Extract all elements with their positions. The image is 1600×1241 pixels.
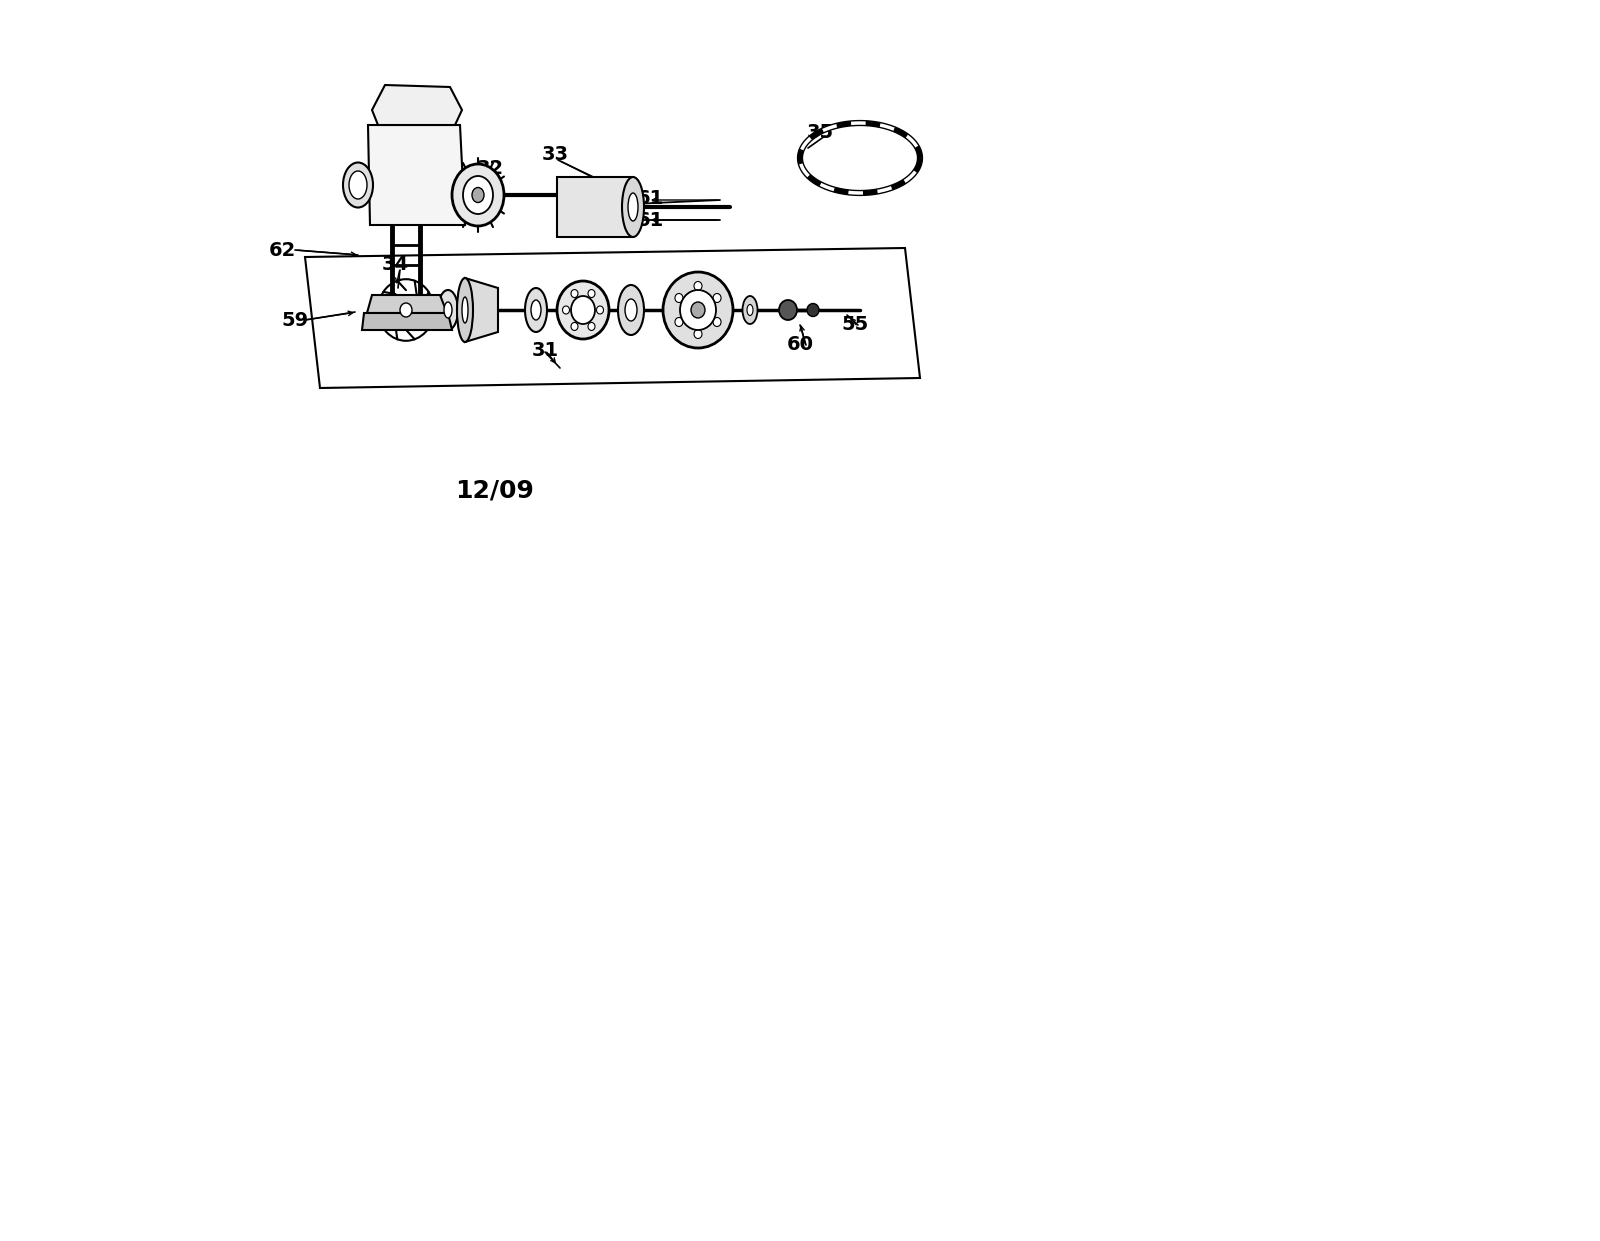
Text: 60: 60 bbox=[787, 335, 813, 355]
Ellipse shape bbox=[589, 323, 595, 330]
Ellipse shape bbox=[349, 171, 366, 199]
Ellipse shape bbox=[622, 177, 643, 237]
Text: 12/09: 12/09 bbox=[456, 478, 534, 503]
Text: 34: 34 bbox=[381, 256, 408, 274]
Ellipse shape bbox=[571, 297, 595, 324]
Ellipse shape bbox=[571, 323, 578, 330]
Polygon shape bbox=[306, 248, 920, 388]
Ellipse shape bbox=[531, 300, 541, 320]
Ellipse shape bbox=[462, 176, 493, 213]
Ellipse shape bbox=[458, 278, 474, 343]
Ellipse shape bbox=[342, 163, 373, 207]
Ellipse shape bbox=[472, 187, 483, 202]
Ellipse shape bbox=[589, 289, 595, 298]
Ellipse shape bbox=[806, 304, 819, 316]
Polygon shape bbox=[466, 278, 498, 343]
Polygon shape bbox=[368, 125, 466, 225]
Text: 59: 59 bbox=[282, 310, 309, 330]
Ellipse shape bbox=[597, 307, 603, 314]
Ellipse shape bbox=[462, 297, 467, 323]
Ellipse shape bbox=[626, 299, 637, 321]
Ellipse shape bbox=[714, 294, 722, 303]
Polygon shape bbox=[362, 313, 453, 330]
Ellipse shape bbox=[675, 318, 683, 326]
Ellipse shape bbox=[557, 280, 610, 339]
Ellipse shape bbox=[675, 294, 683, 303]
Ellipse shape bbox=[618, 285, 643, 335]
Ellipse shape bbox=[563, 307, 570, 314]
Ellipse shape bbox=[694, 330, 702, 339]
Ellipse shape bbox=[453, 164, 504, 226]
Ellipse shape bbox=[400, 303, 413, 316]
Text: 61: 61 bbox=[637, 211, 664, 230]
Text: 62: 62 bbox=[269, 241, 296, 259]
Ellipse shape bbox=[779, 300, 797, 320]
Text: 33: 33 bbox=[541, 145, 568, 165]
Ellipse shape bbox=[438, 290, 458, 330]
Ellipse shape bbox=[714, 318, 722, 326]
Text: 32: 32 bbox=[477, 159, 504, 177]
Polygon shape bbox=[366, 295, 446, 313]
Text: 61: 61 bbox=[637, 189, 664, 207]
Ellipse shape bbox=[680, 290, 717, 330]
Text: 31: 31 bbox=[531, 340, 558, 360]
Ellipse shape bbox=[747, 304, 754, 315]
Ellipse shape bbox=[571, 289, 578, 298]
Polygon shape bbox=[371, 84, 462, 125]
Ellipse shape bbox=[662, 272, 733, 347]
Ellipse shape bbox=[694, 282, 702, 290]
Ellipse shape bbox=[691, 302, 706, 318]
Ellipse shape bbox=[525, 288, 547, 333]
Ellipse shape bbox=[742, 297, 757, 324]
Text: 35: 35 bbox=[806, 124, 834, 143]
Ellipse shape bbox=[445, 302, 453, 318]
Ellipse shape bbox=[627, 194, 638, 221]
Polygon shape bbox=[557, 177, 634, 237]
Text: 55: 55 bbox=[842, 315, 869, 335]
